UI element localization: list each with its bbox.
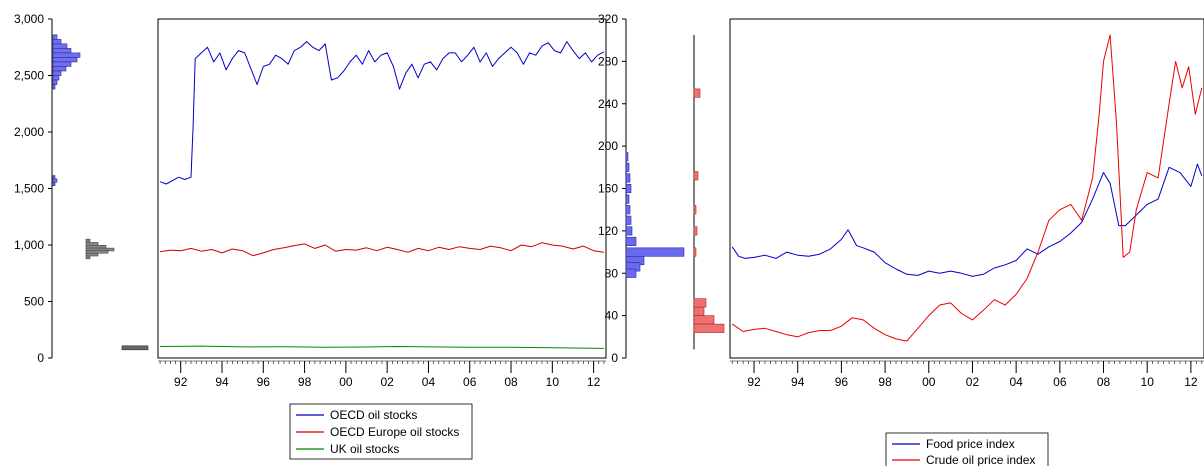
y-tick-label-4: 160 <box>598 182 618 196</box>
y-tick-label-0: 0 <box>611 351 618 365</box>
right-chart: 0 40 80 120 160 200 240 280 320 92 94 96 98 00 02 04 06 0… <box>598 12 1204 466</box>
x-tick-label-5: 02 <box>380 375 394 389</box>
hist-oecd-bar-9 <box>52 75 60 81</box>
x-tick-label-2: 96 <box>835 375 849 389</box>
hist-food-bar-12 <box>625 268 637 278</box>
y-tick-label-6: 3,000 <box>14 12 44 26</box>
y-tick-label-1: 500 <box>24 295 44 309</box>
hist-oecd-low-bar-0 <box>52 175 56 180</box>
hist-food-bar-1 <box>625 162 630 172</box>
y-tick-label-8: 320 <box>598 12 618 26</box>
hist-food-bar-6 <box>625 215 632 225</box>
hist-crude-bar-2 <box>693 205 697 215</box>
hist-crude-bar-7 <box>693 315 715 325</box>
hist-uk-bar <box>121 345 149 351</box>
y-tick-label-7: 280 <box>598 54 618 68</box>
hist-oecd-bar-8 <box>52 70 62 76</box>
hist-oecd-bar-3 <box>52 48 72 54</box>
hist-oecd-bar-0 <box>52 34 58 40</box>
legend-label-1: Crude oil price index <box>926 453 1035 466</box>
x-tick-label-10: 12 <box>1184 375 1198 389</box>
y-tick-label-3: 120 <box>598 224 618 238</box>
y-tick-label-6: 240 <box>598 97 618 111</box>
legend-label-0: Food price index <box>926 437 1015 451</box>
x-tick-label-5: 02 <box>966 375 980 389</box>
hist-food-bar-3 <box>625 183 632 194</box>
y-tick-label-1: 40 <box>605 309 619 323</box>
hist-crude-bar-5 <box>693 298 707 308</box>
x-tick-label-10: 12 <box>587 375 601 389</box>
x-tick-label-2: 96 <box>257 375 271 389</box>
x-tick-label-1: 94 <box>791 375 805 389</box>
hist-crude-bar-4 <box>693 247 697 257</box>
hist-europe-bar-4 <box>85 250 109 254</box>
hist-food-bar-7 <box>625 226 633 236</box>
hist-oecd-bar-10 <box>52 79 58 85</box>
hist-oecd-low-bar-2 <box>52 181 56 186</box>
hist-crude-bar-8 <box>693 323 725 333</box>
hist-europe-bar-2 <box>85 244 107 249</box>
hist-europe-bar-6 <box>85 255 91 260</box>
hist-oecd-bar-7 <box>52 66 67 72</box>
x-tick-label-7: 06 <box>1053 375 1067 389</box>
y-tick-label-2: 80 <box>605 266 619 280</box>
x-tick-label-8: 08 <box>1097 375 1111 389</box>
hist-food-bar-4 <box>625 194 630 204</box>
y-tick-label-5: 2,500 <box>14 69 44 83</box>
legend-label-2: UK oil stocks <box>330 442 399 456</box>
hist-oecd-bar-11 <box>52 84 56 90</box>
plot-frame <box>157 18 607 359</box>
y-tick-label-2: 1,000 <box>14 238 44 252</box>
legend-label-0: OECD oil stocks <box>330 408 417 422</box>
x-tick-label-0: 92 <box>747 375 761 389</box>
x-tick-label-1: 94 <box>215 375 229 389</box>
legend-label-1: OECD Europe oil stocks <box>330 425 459 439</box>
x-tick-label-6: 04 <box>1009 375 1023 389</box>
hist-crude-bar-0 <box>693 88 701 98</box>
hist-oecd-low-bar-1 <box>52 178 58 183</box>
hist-food-bar-8 <box>625 236 637 247</box>
x-tick-label-3: 98 <box>298 375 312 389</box>
hist-oecd-bar-2 <box>52 43 68 49</box>
y-tick-label-3: 1,500 <box>14 182 44 196</box>
hist-oecd-bar-1 <box>52 39 62 45</box>
x-tick-label-4: 00 <box>922 375 936 389</box>
x-tick-label-8: 08 <box>504 375 518 389</box>
hist-crude-bar-1 <box>693 171 699 181</box>
hist-food-bar-5 <box>625 205 631 215</box>
x-tick-label-4: 00 <box>339 375 353 389</box>
hist-food-bar-0 <box>625 152 629 162</box>
series-line-2 <box>160 345 604 349</box>
plot-frame <box>729 18 1204 359</box>
x-tick-label-9: 10 <box>1141 375 1155 389</box>
hist-food-bar-9 <box>625 247 685 257</box>
hist-oecd-bar-6 <box>52 61 72 67</box>
x-tick-label-0: 92 <box>174 375 188 389</box>
hist-crude-bar-3 <box>693 226 698 236</box>
y-tick-label-5: 200 <box>598 139 618 153</box>
y-tick-label-4: 2,000 <box>14 125 44 139</box>
series-line-0 <box>159 41 605 185</box>
series-line-0 <box>731 163 1203 277</box>
series-line-1 <box>731 34 1203 342</box>
x-tick-label-6: 04 <box>422 375 436 389</box>
hist-food-bar-2 <box>625 173 631 183</box>
hist-crude-bar-6 <box>693 306 705 316</box>
hist-oecd-bar-5 <box>52 57 78 63</box>
left-chart: 0 500 1,000 1,500 2,000 2,500 3,000 92 94 96 98 00 0… <box>14 12 607 460</box>
hist-oecd-bar-4 <box>52 52 81 58</box>
series-line-1 <box>160 242 604 257</box>
x-tick-label-3: 98 <box>878 375 892 389</box>
x-tick-label-9: 10 <box>546 375 560 389</box>
x-tick-label-7: 06 <box>463 375 477 389</box>
y-tick-label-0: 0 <box>37 351 44 365</box>
hist-europe-bar-5 <box>85 252 99 257</box>
hist-europe-bar-0 <box>85 238 91 243</box>
hist-europe-bar-1 <box>85 242 99 246</box>
